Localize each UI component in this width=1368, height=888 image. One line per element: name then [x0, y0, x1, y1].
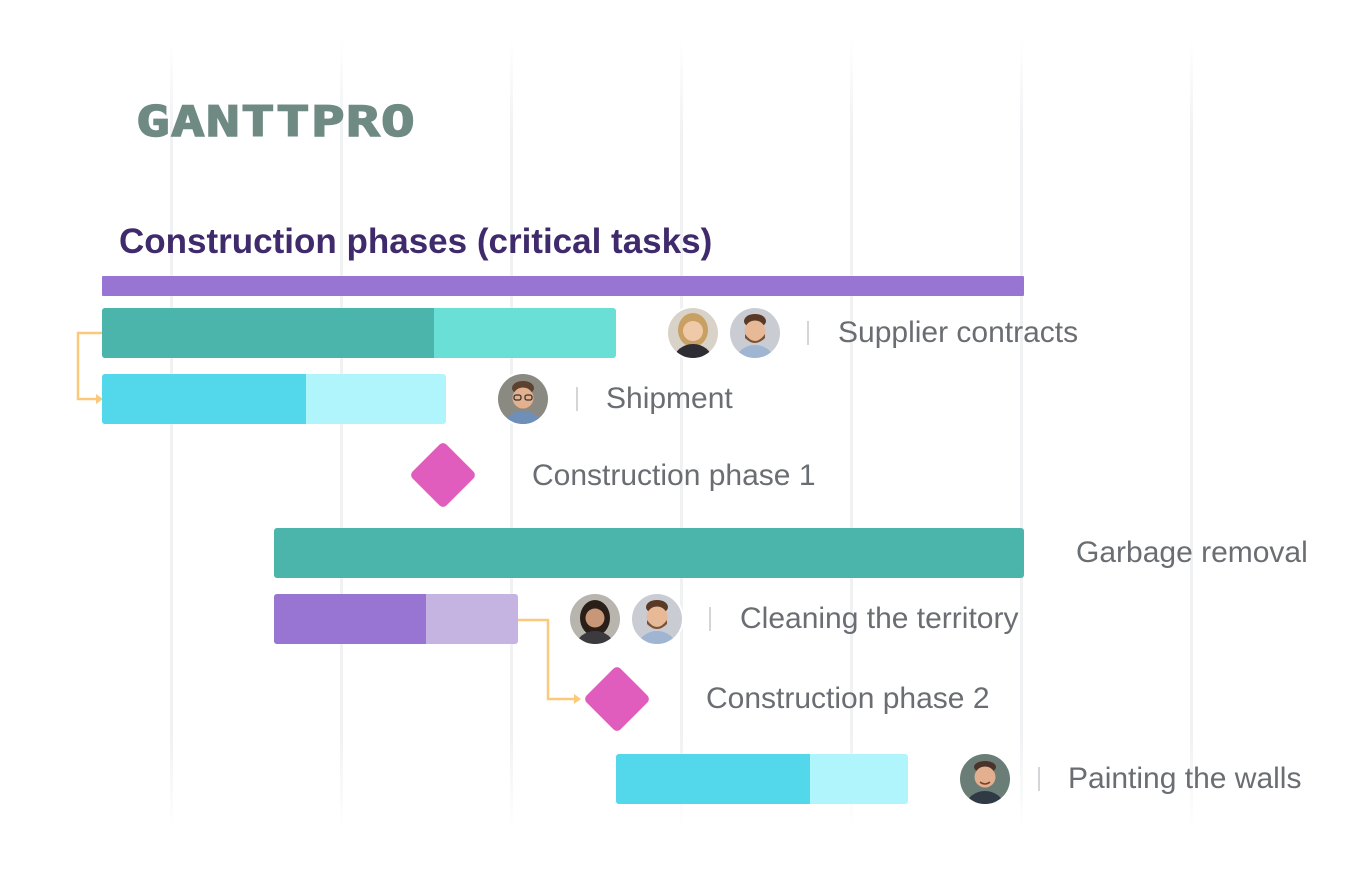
gridline — [340, 40, 343, 830]
gridline — [170, 40, 173, 830]
gridline — [1020, 40, 1023, 830]
label-separator — [1038, 767, 1040, 791]
task-label: Construction phase 2 — [706, 682, 990, 715]
label-separator — [807, 321, 809, 345]
dependency-arrow — [96, 394, 103, 404]
project-title: Construction phases (critical tasks) — [119, 222, 713, 261]
task-label: Shipment — [606, 382, 733, 415]
task-progress — [102, 374, 306, 424]
dependency-line — [76, 331, 102, 401]
task-bar-cleaning-territory[interactable] — [274, 594, 518, 644]
task-label: Supplier contracts — [838, 316, 1079, 349]
task-label: Garbage removal — [1076, 536, 1308, 569]
task-progress — [102, 308, 434, 358]
label-separator — [709, 607, 711, 631]
gridline — [850, 40, 853, 830]
man-beard-avatar[interactable] — [632, 594, 682, 644]
gridline — [510, 40, 513, 830]
task-label: Cleaning the territory — [740, 602, 1019, 635]
task-bar-supplier-contracts[interactable] — [102, 308, 616, 358]
task-bar-garbage-removal[interactable] — [274, 528, 1024, 578]
task-label: Painting the walls — [1068, 762, 1302, 795]
man-smile-avatar[interactable] — [960, 754, 1010, 804]
woman-dark-hair-avatar[interactable] — [570, 594, 620, 644]
ganttpro-logo: GANTTPRO — [135, 96, 426, 147]
dependency-line — [518, 618, 574, 701]
logo-text: GANTTPRO — [136, 98, 416, 146]
task-bar-painting-walls[interactable] — [616, 754, 908, 804]
gridline — [1190, 40, 1193, 830]
gridline — [680, 40, 683, 830]
label-separator — [576, 387, 578, 411]
man-glasses-avatar[interactable] — [498, 374, 548, 424]
man-beard-avatar[interactable] — [730, 308, 780, 358]
task-progress — [616, 754, 810, 804]
task-label: Construction phase 1 — [532, 459, 816, 492]
task-bar-shipment[interactable] — [102, 374, 446, 424]
dependency-arrow — [574, 694, 581, 704]
task-progress — [274, 594, 426, 644]
woman-blonde-avatar[interactable] — [668, 308, 718, 358]
summary-bar[interactable] — [102, 276, 1024, 296]
